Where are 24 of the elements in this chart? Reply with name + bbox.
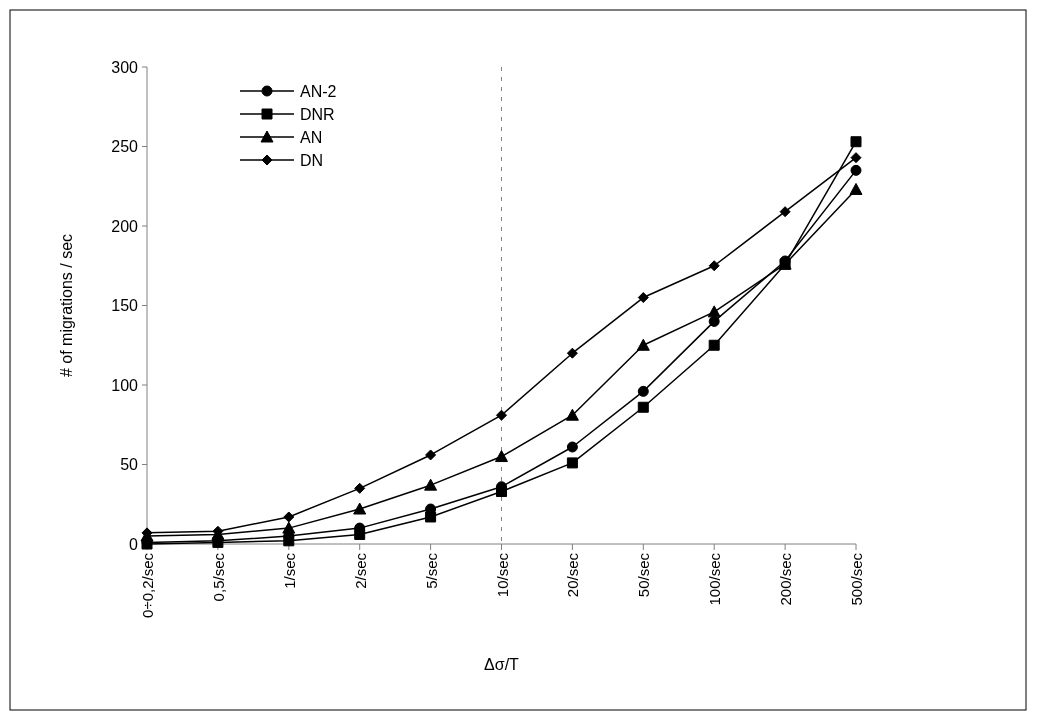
x-tick-label: 200/sec — [777, 552, 795, 606]
legend-label: DNR — [300, 105, 335, 123]
y-axis-title: # of migrations / sec — [58, 233, 75, 378]
legend-label: AN-2 — [300, 82, 337, 100]
x-tick-label: 2/sec — [351, 552, 369, 589]
x-tick-label: 100/sec — [706, 552, 724, 606]
y-tick-label: 300 — [111, 58, 139, 76]
x-tick-label: 20/sec — [564, 552, 582, 598]
y-tick-label: 150 — [111, 297, 139, 315]
x-tick-label: 5/sec — [422, 552, 440, 589]
y-tick-label: 100 — [111, 376, 139, 394]
legend-label: DN — [300, 151, 324, 169]
x-tick-label: 500/sec — [848, 552, 865, 606]
x-tick-label: 0÷0,2/sec — [139, 552, 156, 618]
x-tick-label: 1/sec — [280, 552, 298, 589]
y-tick-label: 50 — [120, 456, 139, 474]
y-tick-label: 0 — [129, 535, 139, 553]
x-tick-label: 50/sec — [635, 552, 653, 598]
y-tick-label: 250 — [111, 138, 139, 156]
x-axis-title: Δσ/T — [484, 656, 520, 673]
x-tick-label: 10/sec — [493, 552, 511, 598]
y-tick-label: 200 — [111, 217, 139, 235]
x-tick-label: 0,5/sec — [209, 552, 227, 602]
legend-label: AN — [300, 128, 323, 146]
